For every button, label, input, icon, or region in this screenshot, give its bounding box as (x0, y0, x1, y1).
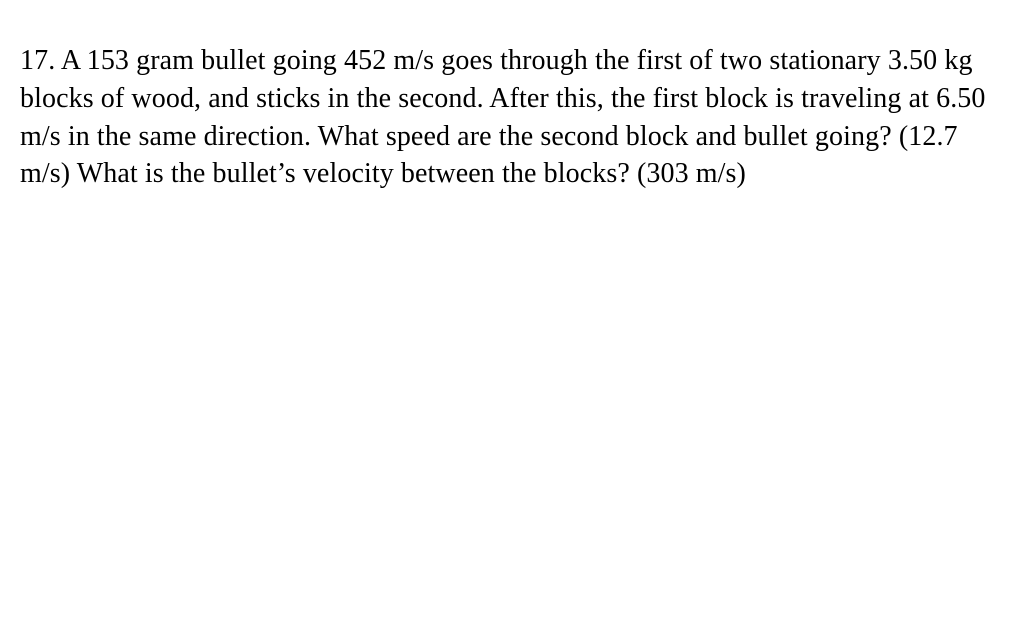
page: 17. A 153 gram bullet going 452 m/s goes… (0, 0, 1024, 193)
physics-problem-text: 17. A 153 gram bullet going 452 m/s goes… (20, 42, 1004, 193)
